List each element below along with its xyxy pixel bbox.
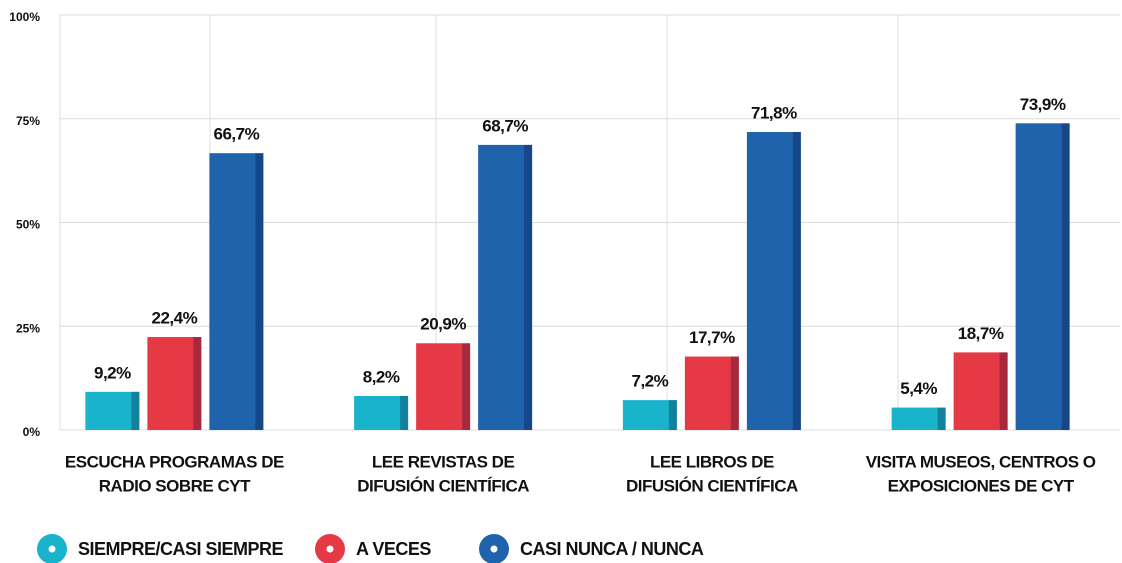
- bar: [622, 400, 677, 430]
- bar-face: [209, 153, 264, 430]
- bar-edge: [400, 395, 409, 430]
- bar-face: [478, 144, 533, 430]
- bar-face: [684, 356, 739, 430]
- bar-face: [746, 132, 801, 430]
- legend-swatch-dot: [490, 545, 498, 553]
- data-label: 22,4%: [152, 309, 198, 328]
- data-label: 18,7%: [958, 324, 1004, 343]
- bar: [1015, 123, 1070, 430]
- bar-face: [1015, 123, 1070, 430]
- data-label: 73,9%: [1020, 95, 1066, 114]
- bar-edge: [1061, 123, 1070, 430]
- y-tick-label: 75%: [16, 114, 40, 128]
- data-label: 66,7%: [214, 125, 260, 144]
- bar: [891, 407, 946, 430]
- data-label: 71,8%: [751, 104, 797, 123]
- bar-edge: [524, 144, 533, 430]
- legend-swatch-dot: [48, 545, 56, 553]
- data-label: 68,7%: [482, 116, 528, 135]
- bar: [953, 352, 1008, 430]
- data-label: 5,4%: [900, 379, 937, 398]
- data-label: 20,9%: [420, 315, 466, 334]
- bar-face: [953, 352, 1008, 430]
- bar: [684, 356, 739, 430]
- bar-face: [622, 400, 677, 430]
- legend-label: A VECES: [356, 539, 431, 559]
- bar: [746, 132, 801, 430]
- bar-edge: [668, 400, 677, 430]
- bar-face: [354, 395, 409, 430]
- bar-edge: [131, 391, 140, 430]
- bar-face: [85, 391, 140, 430]
- bar-edge: [462, 343, 471, 430]
- x-tick-label: VISITA MUSEOS, CENTROS O: [866, 452, 1096, 471]
- x-tick-label: DIFUSIÓN CIENTÍFICA: [357, 476, 529, 495]
- bar: [85, 391, 140, 430]
- bar-face: [416, 343, 471, 430]
- bar-edge: [730, 356, 739, 430]
- data-label: 17,7%: [689, 328, 735, 347]
- x-tick-label: LEE REVISTAS DE: [372, 452, 515, 471]
- y-tick-label: 50%: [16, 218, 40, 232]
- data-label: 8,2%: [363, 367, 400, 386]
- data-label: 9,2%: [94, 363, 131, 382]
- y-tick-label: 100%: [9, 10, 40, 24]
- bar-face: [891, 407, 946, 430]
- bar-edge: [937, 407, 946, 430]
- bar-edge: [255, 153, 264, 430]
- legend-label: CASI NUNCA / NUNCA: [520, 539, 704, 559]
- x-tick-label: EXPOSICIONES DE CYT: [888, 476, 1075, 495]
- bar-edge: [792, 132, 801, 430]
- bar: [478, 144, 533, 430]
- x-tick-label: DIFUSIÓN CIENTÍFICA: [626, 476, 798, 495]
- y-tick-label: 0%: [23, 425, 41, 439]
- x-tick-label: ESCUCHA PROGRAMAS DE: [65, 452, 284, 471]
- bar: [209, 153, 264, 430]
- bar-face: [147, 337, 202, 430]
- bar-edge: [999, 352, 1008, 430]
- bar: [147, 337, 202, 430]
- legend-swatch-dot: [326, 545, 334, 553]
- legend-label: SIEMPRE/CASI SIEMPRE: [78, 539, 284, 559]
- bar: [416, 343, 471, 430]
- x-tick-label: LEE LIBROS DE: [650, 452, 774, 471]
- y-tick-label: 25%: [16, 321, 40, 335]
- bar: [354, 395, 409, 430]
- data-label: 7,2%: [632, 372, 669, 391]
- x-tick-label: RADIO SOBRE CYT: [99, 476, 251, 495]
- bar-edge: [193, 337, 202, 430]
